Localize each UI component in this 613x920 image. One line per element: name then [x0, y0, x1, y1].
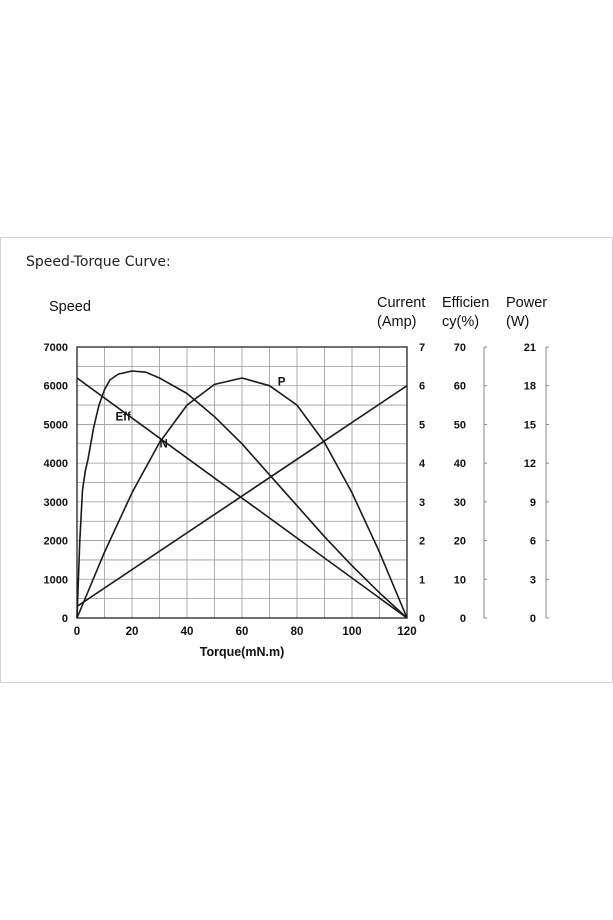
power-tick-label: 12 — [524, 458, 536, 470]
speed-torque-chart: 0 20 40 60 80 100 120Torque(mN.m)0100020003000… — [44, 295, 549, 659]
power-axis-label: (W) — [506, 314, 529, 330]
power-tick-label: 21 — [524, 342, 536, 354]
power-tick-label: 6 — [530, 536, 536, 548]
speed-tick-label: 2000 — [44, 536, 68, 548]
speed-tick-label: 3000 — [44, 497, 68, 509]
power-tick-label: 9 — [530, 497, 536, 509]
x-tick-label: 100 — [342, 626, 361, 638]
chart-caption: Speed-Torque Curve: — [26, 254, 171, 270]
current-tick-label: 5 — [419, 419, 425, 431]
efficiency-tick-label: 50 — [454, 419, 466, 431]
x-tick-label: 20 — [126, 626, 139, 638]
current-tick-label: 2 — [419, 536, 425, 548]
speed-tick-label: 4000 — [44, 458, 68, 470]
chart-card: Speed-Torque Curve: 0 20 40 60 80 100 120 Torqu… — [0, 237, 613, 683]
n-curve — [76, 377, 408, 619]
x-tick-label: 0 — [74, 626, 80, 638]
current-tick-label: 0 — [419, 613, 425, 625]
current-tick-label: 7 — [419, 342, 425, 354]
x-tick-label: 60 — [236, 626, 249, 638]
x-tick-label: 80 — [291, 626, 304, 638]
speed-tick-label: 7000 — [44, 342, 68, 354]
speed-tick-label: 6000 — [44, 381, 68, 393]
curve-label-n: N — [160, 439, 168, 451]
speed-tick-label: 5000 — [44, 419, 68, 431]
efficiency-tick-label: 30 — [454, 497, 466, 509]
efficiency-tick-label: 20 — [454, 536, 466, 548]
efficiency-tick-label: 40 — [454, 458, 466, 470]
speed-axis-label: Speed — [49, 299, 91, 315]
power-tick-label: 18 — [524, 381, 536, 393]
curve-label-eff: Eff — [116, 412, 132, 424]
current-tick-label: 1 — [419, 574, 425, 586]
efficiency-tick-label: 10 — [454, 574, 466, 586]
power-tick-label: 15 — [524, 419, 536, 431]
speed-tick-label: 1000 — [44, 574, 68, 586]
efficiency-axis-label: Efficien — [442, 295, 489, 311]
current-tick-label: 4 — [419, 458, 426, 470]
eff-curve — [76, 370, 408, 619]
plot-frame — [76, 346, 408, 619]
x-axis-label: Torque(mN.m) — [200, 645, 285, 659]
current-axis-label: (Amp) — [377, 314, 416, 330]
power-axis-label: Power — [506, 295, 547, 311]
current-curve — [76, 385, 408, 608]
efficiency-tick-label: 0 — [460, 613, 466, 625]
current-tick-label: 3 — [419, 497, 425, 509]
p-curve — [76, 377, 408, 619]
efficiency-tick-label: 70 — [454, 342, 466, 354]
power-tick-label: 0 — [530, 613, 536, 625]
efficiency-tick-label: 60 — [454, 381, 466, 393]
speed-tick-label: 0 — [62, 613, 68, 625]
current-axis-label: Current — [377, 295, 425, 311]
x-tick-label: 120 — [397, 626, 416, 638]
current-tick-label: 6 — [419, 381, 425, 393]
curve-label-p: P — [278, 377, 286, 389]
power-tick-label: 3 — [530, 574, 536, 586]
efficiency-axis-label: cy(%) — [442, 314, 479, 330]
x-tick-label: 40 — [181, 626, 194, 638]
